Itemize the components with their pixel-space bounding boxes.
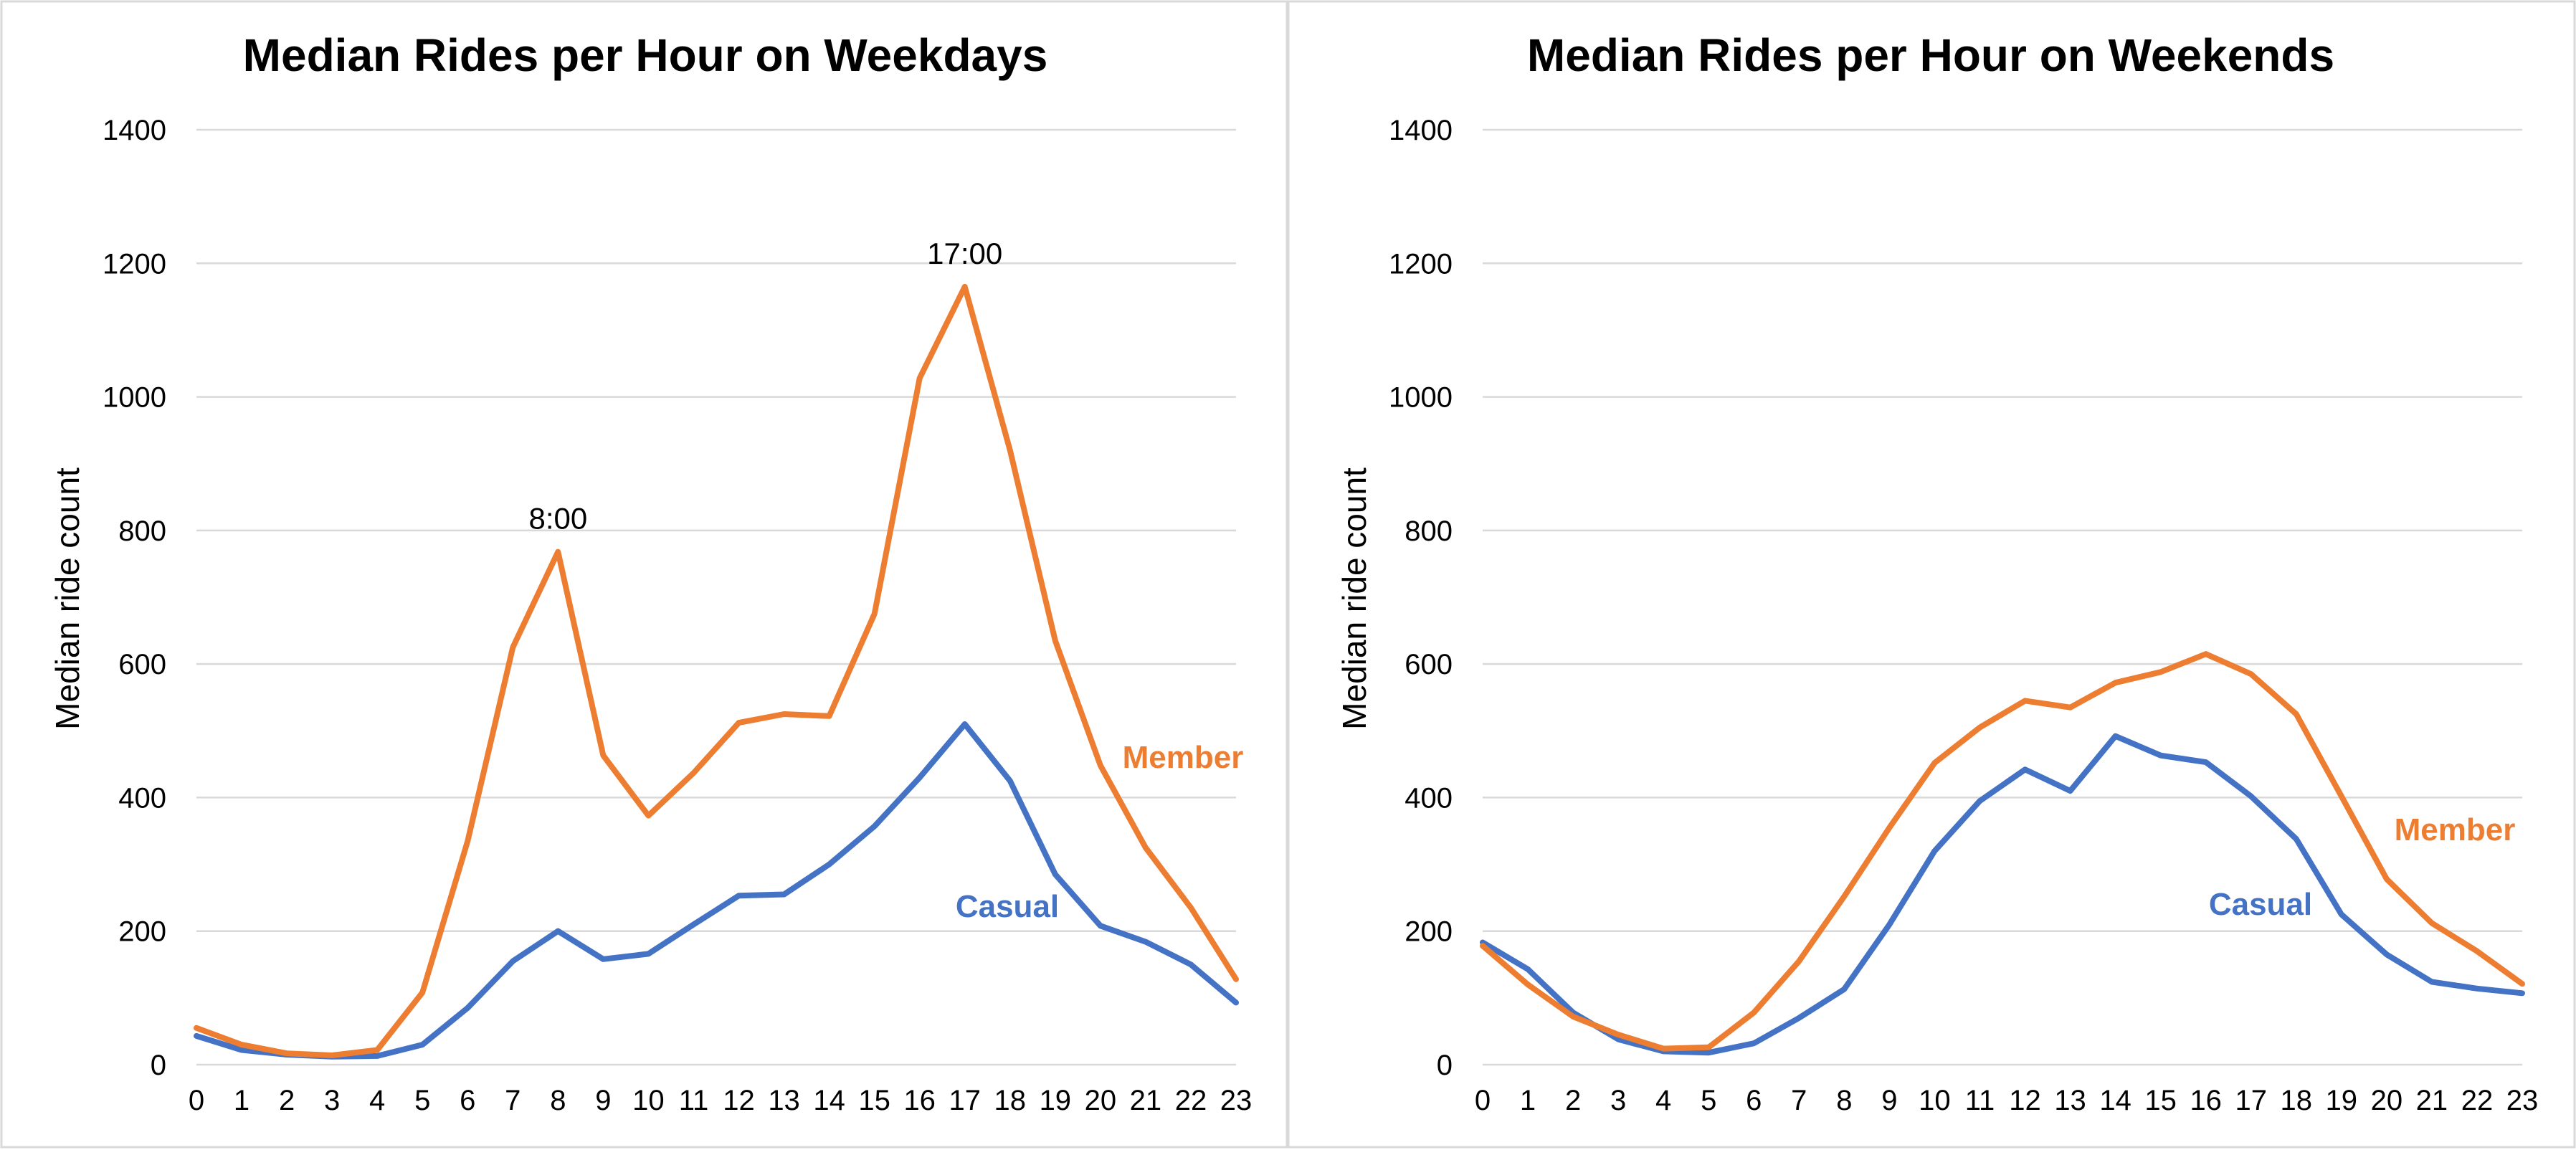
x-tick-label: 16 [903,1085,936,1116]
x-tick-label: 11 [1965,1085,1995,1116]
y-tick-label: 800 [118,515,166,547]
x-tick-label: 20 [2371,1085,2403,1116]
x-tick-label: 22 [1175,1085,1207,1116]
x-tick-label: 10 [1919,1085,1951,1116]
series-label-member: Member [2395,812,2516,847]
x-tick-label: 3 [1610,1085,1626,1116]
chart-frame [1287,0,2576,1149]
y-axis-label: Median ride count [49,467,86,730]
x-tick-label: 12 [2009,1085,2041,1116]
y-tick-label: 0 [151,1050,166,1081]
y-tick-label: 0 [1437,1050,1453,1081]
x-tick-label: 0 [1475,1085,1491,1116]
x-tick-label: 0 [189,1085,204,1116]
x-tick-label: 13 [2054,1085,2086,1116]
x-tick-label: 15 [2144,1085,2177,1116]
x-tick-label: 11 [679,1085,709,1116]
x-tick-label: 16 [2190,1085,2222,1116]
chart-title: Median Rides per Hour on Weekends [1527,29,2334,81]
y-tick-label: 1400 [1389,115,1453,146]
x-tick-label: 6 [1746,1085,1762,1116]
series-line-casual [194,721,1239,1060]
x-tick-label: 22 [2461,1085,2494,1116]
x-tick-label: 14 [813,1085,845,1116]
chart-frame [0,0,1288,1149]
x-tick-label: 17 [2235,1085,2267,1116]
x-tick-label: 1 [1520,1085,1536,1116]
y-tick-label: 1000 [1389,382,1453,414]
x-tick-label: 18 [2281,1085,2313,1116]
chart-title: Median Rides per Hour on Weekdays [243,29,1048,81]
x-tick-label: 13 [768,1085,800,1116]
x-tick-label: 7 [1791,1085,1807,1116]
peak-annotation: 8:00 [528,502,587,536]
x-tick-label: 8 [1836,1085,1852,1116]
x-tick-label: 8 [550,1085,566,1116]
x-tick-label: 23 [1220,1085,1253,1116]
y-tick-label: 600 [118,649,166,680]
y-tick-label: 1200 [103,248,166,280]
y-tick-label: 600 [1405,649,1453,680]
x-tick-label: 14 [2099,1085,2131,1116]
series-line-member [194,283,1239,1058]
series-line-casual [1480,733,2525,1056]
x-tick-label: 4 [369,1085,385,1116]
y-tick-label: 400 [1405,782,1453,814]
x-tick-label: 10 [632,1085,665,1116]
x-tick-label: 12 [723,1085,755,1116]
x-tick-label: 7 [505,1085,521,1116]
series-line-member [1480,651,2525,1052]
x-tick-label: 19 [2326,1085,2358,1116]
y-axis-label: Median ride count [1336,467,1373,730]
y-tick-label: 400 [118,782,166,814]
x-tick-label: 9 [1881,1085,1897,1116]
y-tick-label: 1400 [103,115,166,146]
x-tick-label: 6 [460,1085,475,1116]
x-tick-label: 2 [279,1085,295,1116]
y-tick-label: 200 [118,916,166,948]
x-tick-label: 2 [1565,1085,1581,1116]
x-tick-label: 21 [2416,1085,2448,1116]
x-tick-label: 4 [1655,1085,1671,1116]
peak-annotation: 17:00 [927,237,1002,270]
y-tick-label: 1200 [1389,248,1453,280]
y-tick-label: 1000 [103,382,166,414]
x-tick-label: 1 [234,1085,249,1116]
series-label-casual: Casual [956,889,1059,924]
y-tick-label: 200 [1405,916,1453,948]
x-tick-label: 19 [1040,1085,1072,1116]
x-tick-label: 23 [2506,1085,2539,1116]
x-tick-label: 15 [858,1085,890,1116]
x-tick-label: 5 [414,1085,430,1116]
x-tick-label: 3 [324,1085,340,1116]
x-tick-label: 18 [994,1085,1027,1116]
x-tick-label: 5 [1701,1085,1716,1116]
x-tick-label: 21 [1130,1085,1162,1116]
y-tick-label: 800 [1405,515,1453,547]
series-label-member: Member [1123,740,1244,775]
x-tick-label: 9 [595,1085,611,1116]
series-label-casual: Casual [2209,887,2312,922]
x-tick-label: 20 [1085,1085,1117,1116]
x-tick-label: 17 [949,1085,981,1116]
